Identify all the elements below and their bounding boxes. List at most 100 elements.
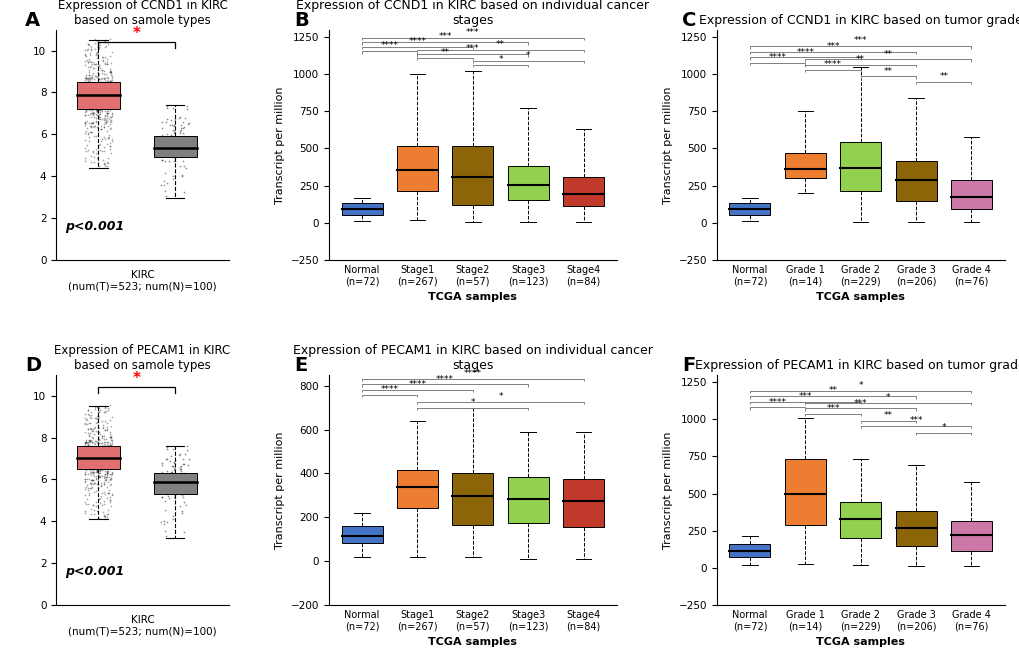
Point: [103, 451, 119, 461]
Point: [93, 79, 109, 90]
Point: [77, 110, 94, 121]
Point: [95, 463, 111, 473]
Point: [100, 36, 116, 47]
Point: [162, 148, 178, 159]
Point: [96, 510, 112, 520]
Point: [174, 155, 191, 166]
Point: [79, 446, 96, 456]
Point: [84, 121, 100, 132]
Point: [87, 34, 103, 44]
Point: [76, 56, 93, 66]
Point: [82, 69, 98, 80]
Point: [99, 75, 115, 85]
Point: [94, 114, 110, 124]
Point: [97, 465, 113, 476]
Point: [77, 51, 94, 61]
Point: [162, 120, 178, 130]
Point: [84, 436, 100, 447]
Point: [96, 458, 112, 469]
Point: [82, 444, 98, 454]
Point: [162, 451, 178, 461]
Point: [101, 83, 117, 93]
Point: [76, 438, 93, 448]
Point: [86, 461, 102, 472]
Point: [82, 77, 98, 87]
Point: [103, 148, 119, 159]
Point: [83, 87, 99, 98]
Point: [91, 84, 107, 95]
Point: [99, 442, 115, 452]
Point: [86, 457, 102, 468]
Point: [163, 467, 179, 478]
Point: [78, 447, 95, 458]
Point: [91, 74, 107, 85]
Point: [93, 458, 109, 469]
Point: [103, 412, 119, 422]
Point: [99, 58, 115, 69]
Bar: [895, 161, 935, 201]
Point: [97, 425, 113, 436]
Point: [89, 452, 105, 463]
Point: [93, 451, 109, 461]
Point: [161, 138, 177, 149]
Point: [97, 106, 113, 116]
Point: [76, 50, 93, 60]
Point: [171, 143, 187, 153]
Point: [76, 469, 93, 479]
Point: [78, 95, 95, 105]
Point: [101, 454, 117, 465]
Point: [100, 153, 116, 163]
Point: [92, 442, 108, 453]
Point: [99, 461, 115, 471]
Point: [89, 464, 105, 475]
Point: [84, 72, 100, 83]
Point: [103, 95, 119, 106]
Point: [100, 93, 116, 104]
Point: [97, 75, 113, 86]
Point: [77, 70, 94, 81]
Text: *: *: [526, 51, 530, 60]
Point: [82, 40, 98, 50]
Point: [89, 35, 105, 46]
Point: [84, 413, 100, 424]
Point: [100, 76, 116, 87]
Point: [176, 186, 193, 197]
Point: [91, 109, 107, 120]
Point: [81, 91, 97, 101]
Point: [89, 90, 105, 100]
Point: [95, 102, 111, 112]
Point: [89, 451, 105, 461]
Point: [101, 449, 117, 459]
Point: [96, 65, 112, 76]
Point: [97, 416, 113, 427]
Point: [93, 104, 109, 115]
Point: [92, 466, 108, 477]
Point: [83, 470, 99, 481]
Point: [96, 477, 112, 487]
Point: [99, 447, 115, 458]
Point: [81, 434, 97, 445]
Point: [100, 455, 116, 465]
Point: [78, 494, 95, 504]
Point: [168, 485, 184, 496]
Point: [91, 94, 107, 104]
Point: [92, 77, 108, 87]
Point: [96, 479, 112, 489]
Point: [102, 473, 118, 484]
Point: [93, 121, 109, 132]
Point: [94, 450, 110, 461]
Point: [79, 450, 96, 461]
Point: [96, 93, 112, 104]
Point: [91, 69, 107, 79]
Point: [81, 96, 97, 106]
Point: [174, 486, 191, 497]
Point: [96, 114, 112, 125]
Point: [83, 449, 99, 460]
Point: [92, 94, 108, 104]
Point: [89, 52, 105, 63]
Point: [180, 118, 197, 128]
Point: [77, 447, 94, 458]
Point: [166, 147, 182, 158]
Point: [166, 485, 182, 495]
Point: [93, 100, 109, 111]
